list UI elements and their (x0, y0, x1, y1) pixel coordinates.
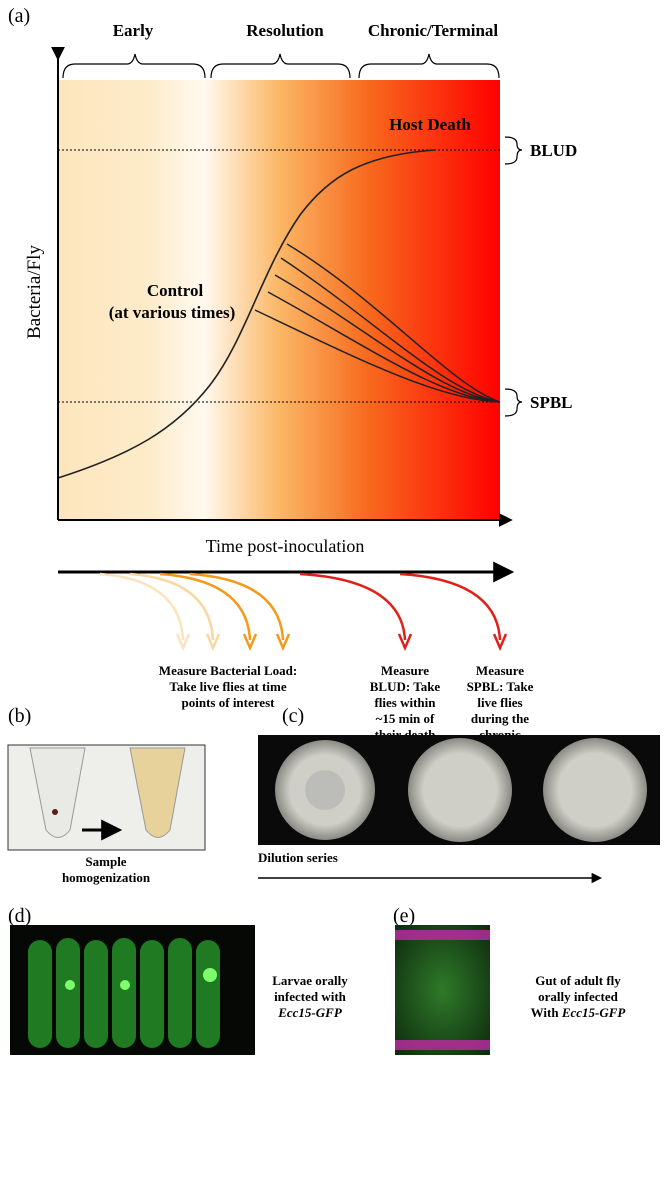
measurement-text: ~15 min of (376, 711, 435, 726)
caption: With Ecc15-GFP (531, 1005, 627, 1020)
phase-label: Resolution (246, 21, 324, 40)
caption: Dilution series (258, 850, 338, 865)
level-braces (505, 137, 522, 416)
caption: Sample (85, 854, 126, 869)
caption: Ecc15-GFP (277, 1005, 343, 1020)
panel-label: (d) (8, 905, 31, 927)
panel-label: (c) (282, 705, 304, 727)
phase-braces (63, 54, 499, 78)
measurement-text: flies within (374, 695, 436, 710)
measurement-text: BLUD: Take (370, 679, 441, 694)
measurement-text: points of interest (182, 695, 276, 710)
measurement-text: live flies (477, 695, 522, 710)
annotation: Host Death (389, 115, 471, 134)
figure: (a) Early Resolution Chronic/Terminal Ho… (0, 0, 668, 1177)
panel-label: (b) (8, 705, 31, 727)
caption: infected with (274, 989, 347, 1004)
caption: Larvae orally (272, 973, 348, 988)
dilution-photo (258, 735, 660, 845)
panel-label: (e) (393, 905, 415, 927)
larvae-photo (10, 925, 255, 1055)
homogenization-photo (8, 745, 205, 850)
measurement-text: Measure (381, 663, 429, 678)
organism: Ecc15-GFP (561, 1005, 627, 1020)
measurement-text: Take live flies at time (169, 679, 286, 694)
y-axis-label: Bacteria/Fly (24, 245, 45, 339)
caption-prefix: With (531, 1005, 560, 1020)
annotation: SPBL (530, 393, 573, 412)
measurement-text: during the (471, 711, 529, 726)
annotation: (at various times) (109, 303, 236, 322)
sampling-arrows (100, 574, 506, 648)
panel-label: (a) (8, 5, 30, 27)
x-axis-label: Time post-inoculation (206, 536, 365, 556)
phase-gradient (58, 80, 500, 520)
phase-label: Chronic/Terminal (368, 21, 499, 40)
gut-photo (395, 925, 490, 1055)
caption: orally infected (538, 989, 619, 1004)
caption: homogenization (62, 870, 151, 885)
measurement-text: SPBL: Take (467, 679, 534, 694)
annotation: BLUD (530, 141, 577, 160)
phase-label: Early (113, 21, 154, 40)
measurement-text: Measure (476, 663, 524, 678)
annotation: Control (147, 281, 204, 300)
measurement-text: Measure Bacterial Load: (159, 663, 297, 678)
caption: Gut of adult fly (535, 973, 621, 988)
